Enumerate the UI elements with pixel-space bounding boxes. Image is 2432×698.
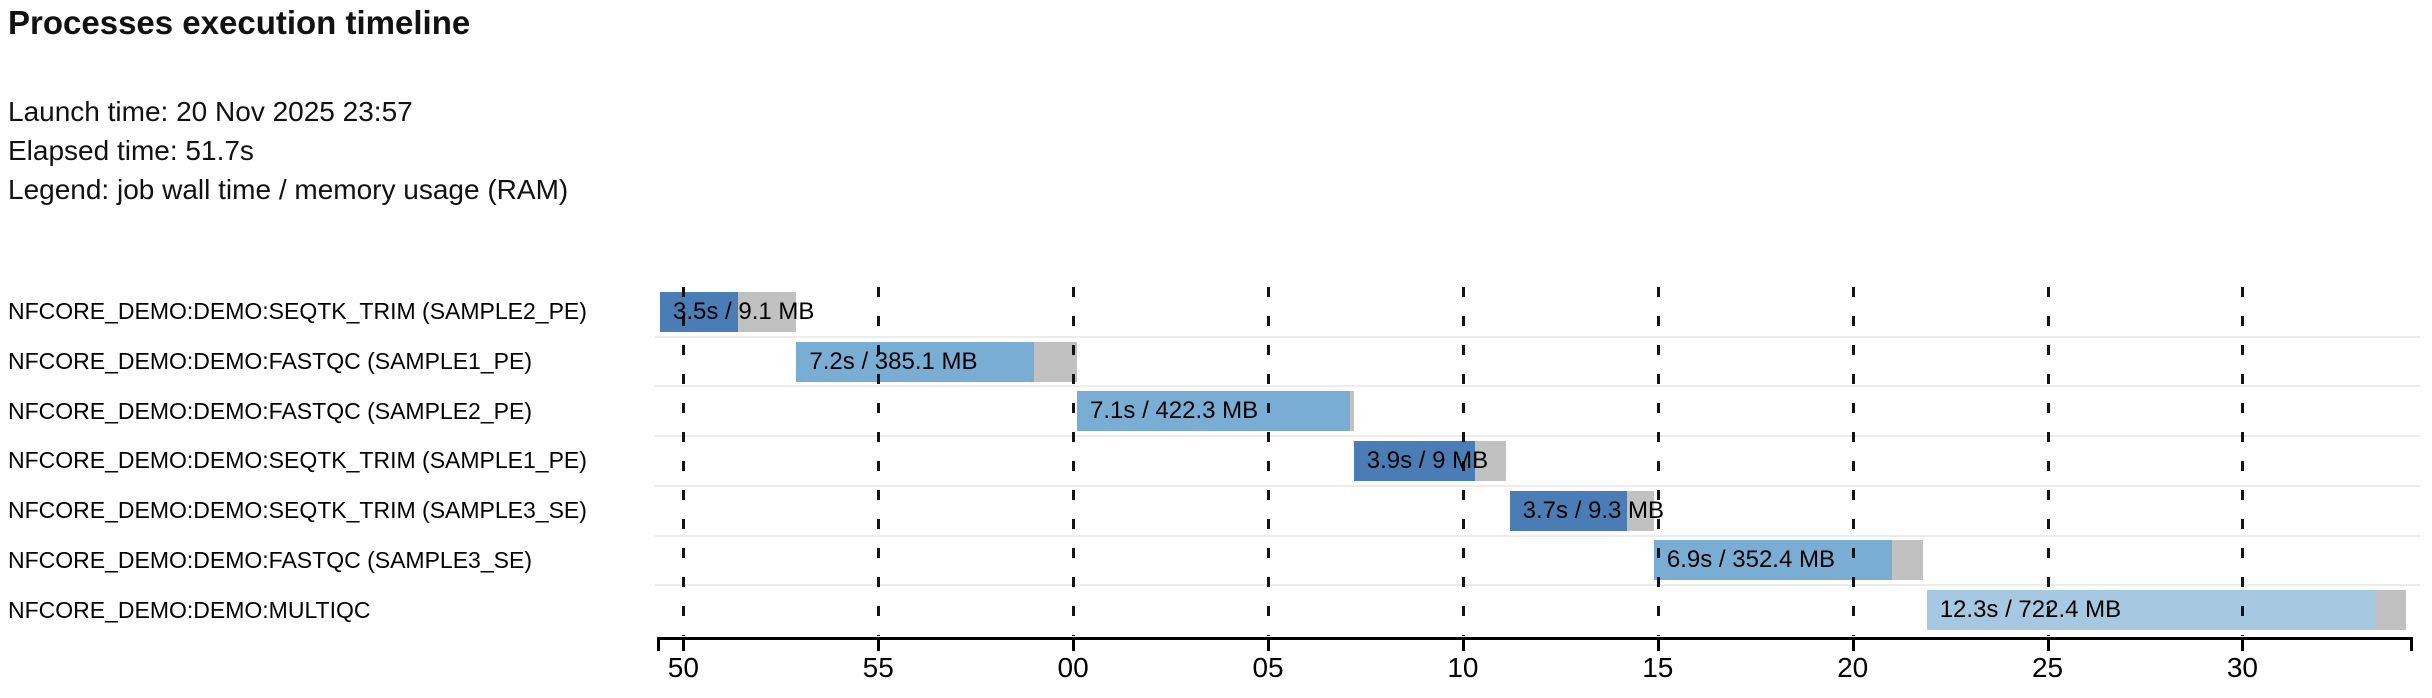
task-memory-segment [2374,590,2407,631]
process-label: NFCORE_DEMO:DEMO:SEQTK_TRIM (SAMPLE2_PE) [8,298,587,325]
process-label: NFCORE_DEMO:DEMO:SEQTK_TRIM (SAMPLE3_SE) [8,497,587,524]
task-memory-segment [1891,540,1923,581]
grid-line [877,287,881,636]
row-separator [655,534,2420,537]
x-axis-tick [1267,637,1271,651]
task-bar-label: 3.7s / 9.3 MB [1522,496,1665,524]
x-axis-tick [1851,637,1855,651]
x-axis-tick [1656,637,1660,651]
task-wall-time-segment [1926,590,2375,631]
grid-line [1267,287,1271,636]
row-separator [655,484,2420,487]
task-memory-segment [737,291,797,332]
task-wall-time-segment [1353,440,1475,481]
elapsed-time-text: Elapsed time: 51.7s [8,135,254,166]
x-axis-tick-label: 30 [2226,652,2258,683]
launch-time-text: Launch time: 20 Nov 2025 23:57 [8,96,413,127]
row-separator [655,435,2420,438]
task-bar [1509,490,1654,531]
x-axis-tick-label: 25 [2031,652,2064,683]
task-wall-time-segment [1077,391,1350,432]
grid-line [1851,287,1855,636]
grid-line [1656,287,1660,636]
x-axis-tick [1072,637,1076,651]
x-axis-tick [877,637,881,651]
page-title: Processes execution timeline [8,4,471,41]
task-memory-segment [1626,490,1654,531]
task-bar-label: 3.5s / 9.1 MB [673,297,815,325]
task-bar-label: 7.1s / 422.3 MB [1090,397,1259,425]
x-axis-tick-label: 10 [1447,652,1479,683]
x-axis-tick-label: 05 [1252,652,1284,683]
grid-line [1072,287,1076,636]
task-bar [660,291,797,332]
x-axis-tick-label: 20 [1837,652,1869,683]
task-bar [1926,590,2407,631]
process-label: NFCORE_DEMO:DEMO:FASTQC (SAMPLE3_SE) [8,546,532,573]
task-bar-label: 7.2s / 385.1 MB [809,347,978,375]
task-bar [1077,391,1354,432]
task-memory-segment [1474,440,1506,481]
x-axis-tick [2241,637,2245,651]
task-bar-label: 3.9s / 9 MB [1366,446,1489,474]
process-label: NFCORE_DEMO:DEMO:FASTQC (SAMPLE2_PE) [8,397,532,424]
task-memory-segment [1034,341,1078,382]
row-separator [655,584,2420,587]
row-separator [655,385,2420,388]
task-wall-time-segment [660,291,738,332]
process-label: NFCORE_DEMO:DEMO:FASTQC (SAMPLE1_PE) [8,348,532,375]
process-label: NFCORE_DEMO:DEMO:MULTIQC [8,596,371,623]
row-separator [655,335,2420,338]
task-bar [796,341,1078,382]
task-wall-time-segment [796,341,1035,382]
x-axis-tick-label: 55 [862,652,894,683]
grid-line [2241,287,2245,636]
task-bar-label: 12.3s / 722.4 MB [1939,596,2122,624]
x-axis-line [657,637,2413,640]
task-bar [1353,440,1506,481]
x-axis-tick [2046,637,2050,651]
grid-line [682,287,686,636]
x-axis-tick [682,637,686,651]
grid-line [2046,287,2050,636]
task-memory-segment [1349,391,1354,432]
x-axis-tick-label: 15 [1642,652,1674,683]
x-axis-end-tick [2410,637,2413,651]
x-axis-tick-label: 00 [1057,652,1089,683]
report-meta: Launch time: 20 Nov 2025 23:57 Elapsed t… [8,92,568,209]
process-label: NFCORE_DEMO:DEMO:SEQTK_TRIM (SAMPLE1_PE) [8,447,587,474]
x-axis-tick-label: 50 [667,652,699,683]
task-bar-label: 6.9s / 352.4 MB [1666,546,1835,574]
grid-line [1461,287,1465,636]
legend-text: Legend: job wall time / memory usage (RA… [8,174,569,205]
x-axis-end-tick [657,637,660,651]
task-wall-time-segment [1509,490,1627,531]
x-axis-tick [1461,637,1465,651]
